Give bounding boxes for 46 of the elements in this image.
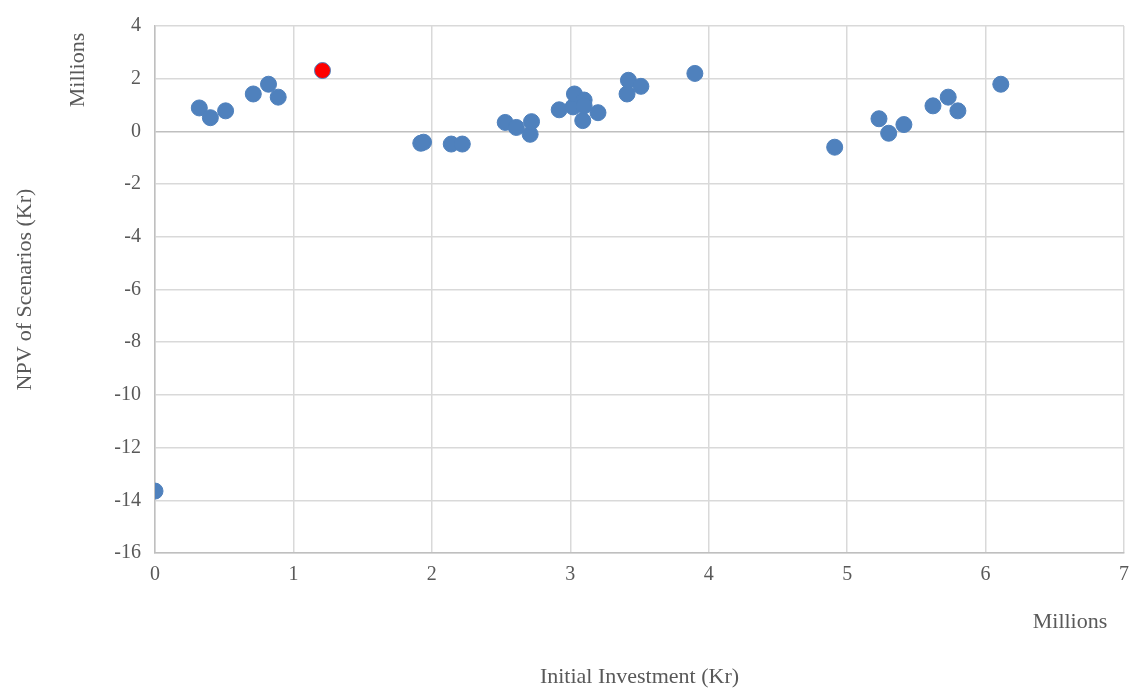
y-tick-label: -2 (124, 171, 141, 194)
point (826, 138, 844, 156)
point (619, 71, 637, 89)
point (632, 77, 650, 95)
y-tick-label: 4 (131, 13, 141, 36)
text: Millions (63, 32, 89, 108)
y-tick-label: -10 (114, 382, 141, 405)
point (924, 97, 942, 115)
y-tick-label: -4 (124, 224, 141, 247)
point (507, 118, 525, 136)
point (939, 88, 957, 106)
x-axis-title: Initial Investment (Kr) (539, 662, 740, 688)
point (574, 112, 592, 130)
x-tick-label: 6 (980, 562, 991, 585)
x-tick-label: 4 (703, 562, 714, 585)
point (589, 104, 607, 122)
y-tick-label: -8 (124, 329, 141, 352)
y-tick-label: 2 (131, 65, 141, 88)
point (523, 113, 541, 131)
point (992, 75, 1010, 93)
y-axis-title: NPV of Scenarios (Kr) (10, 188, 36, 391)
point (269, 88, 287, 106)
y-tick-label: -6 (124, 276, 141, 299)
point (314, 62, 331, 80)
point (686, 64, 704, 82)
point (880, 124, 898, 142)
x-tick-label: 3 (565, 562, 576, 585)
text: Millions (1032, 607, 1108, 633)
y-tick-label: -12 (114, 434, 141, 457)
point (217, 102, 235, 120)
point (550, 101, 568, 119)
point (260, 75, 278, 93)
x-tick-label: 1 (288, 562, 299, 585)
x-tick-label: 0 (150, 562, 160, 585)
point (895, 116, 913, 134)
point (190, 99, 208, 117)
x-tick-label: 2 (426, 562, 437, 585)
y-tick-label: 0 (131, 118, 141, 141)
y-tick-label: -16 (114, 540, 141, 563)
point (949, 102, 967, 120)
x-tick-label: 5 (842, 562, 853, 585)
point (201, 109, 219, 127)
x-tick-label: 7 (1119, 562, 1129, 585)
y-tick-label: -14 (114, 487, 141, 510)
point (244, 85, 262, 103)
point (870, 110, 888, 128)
